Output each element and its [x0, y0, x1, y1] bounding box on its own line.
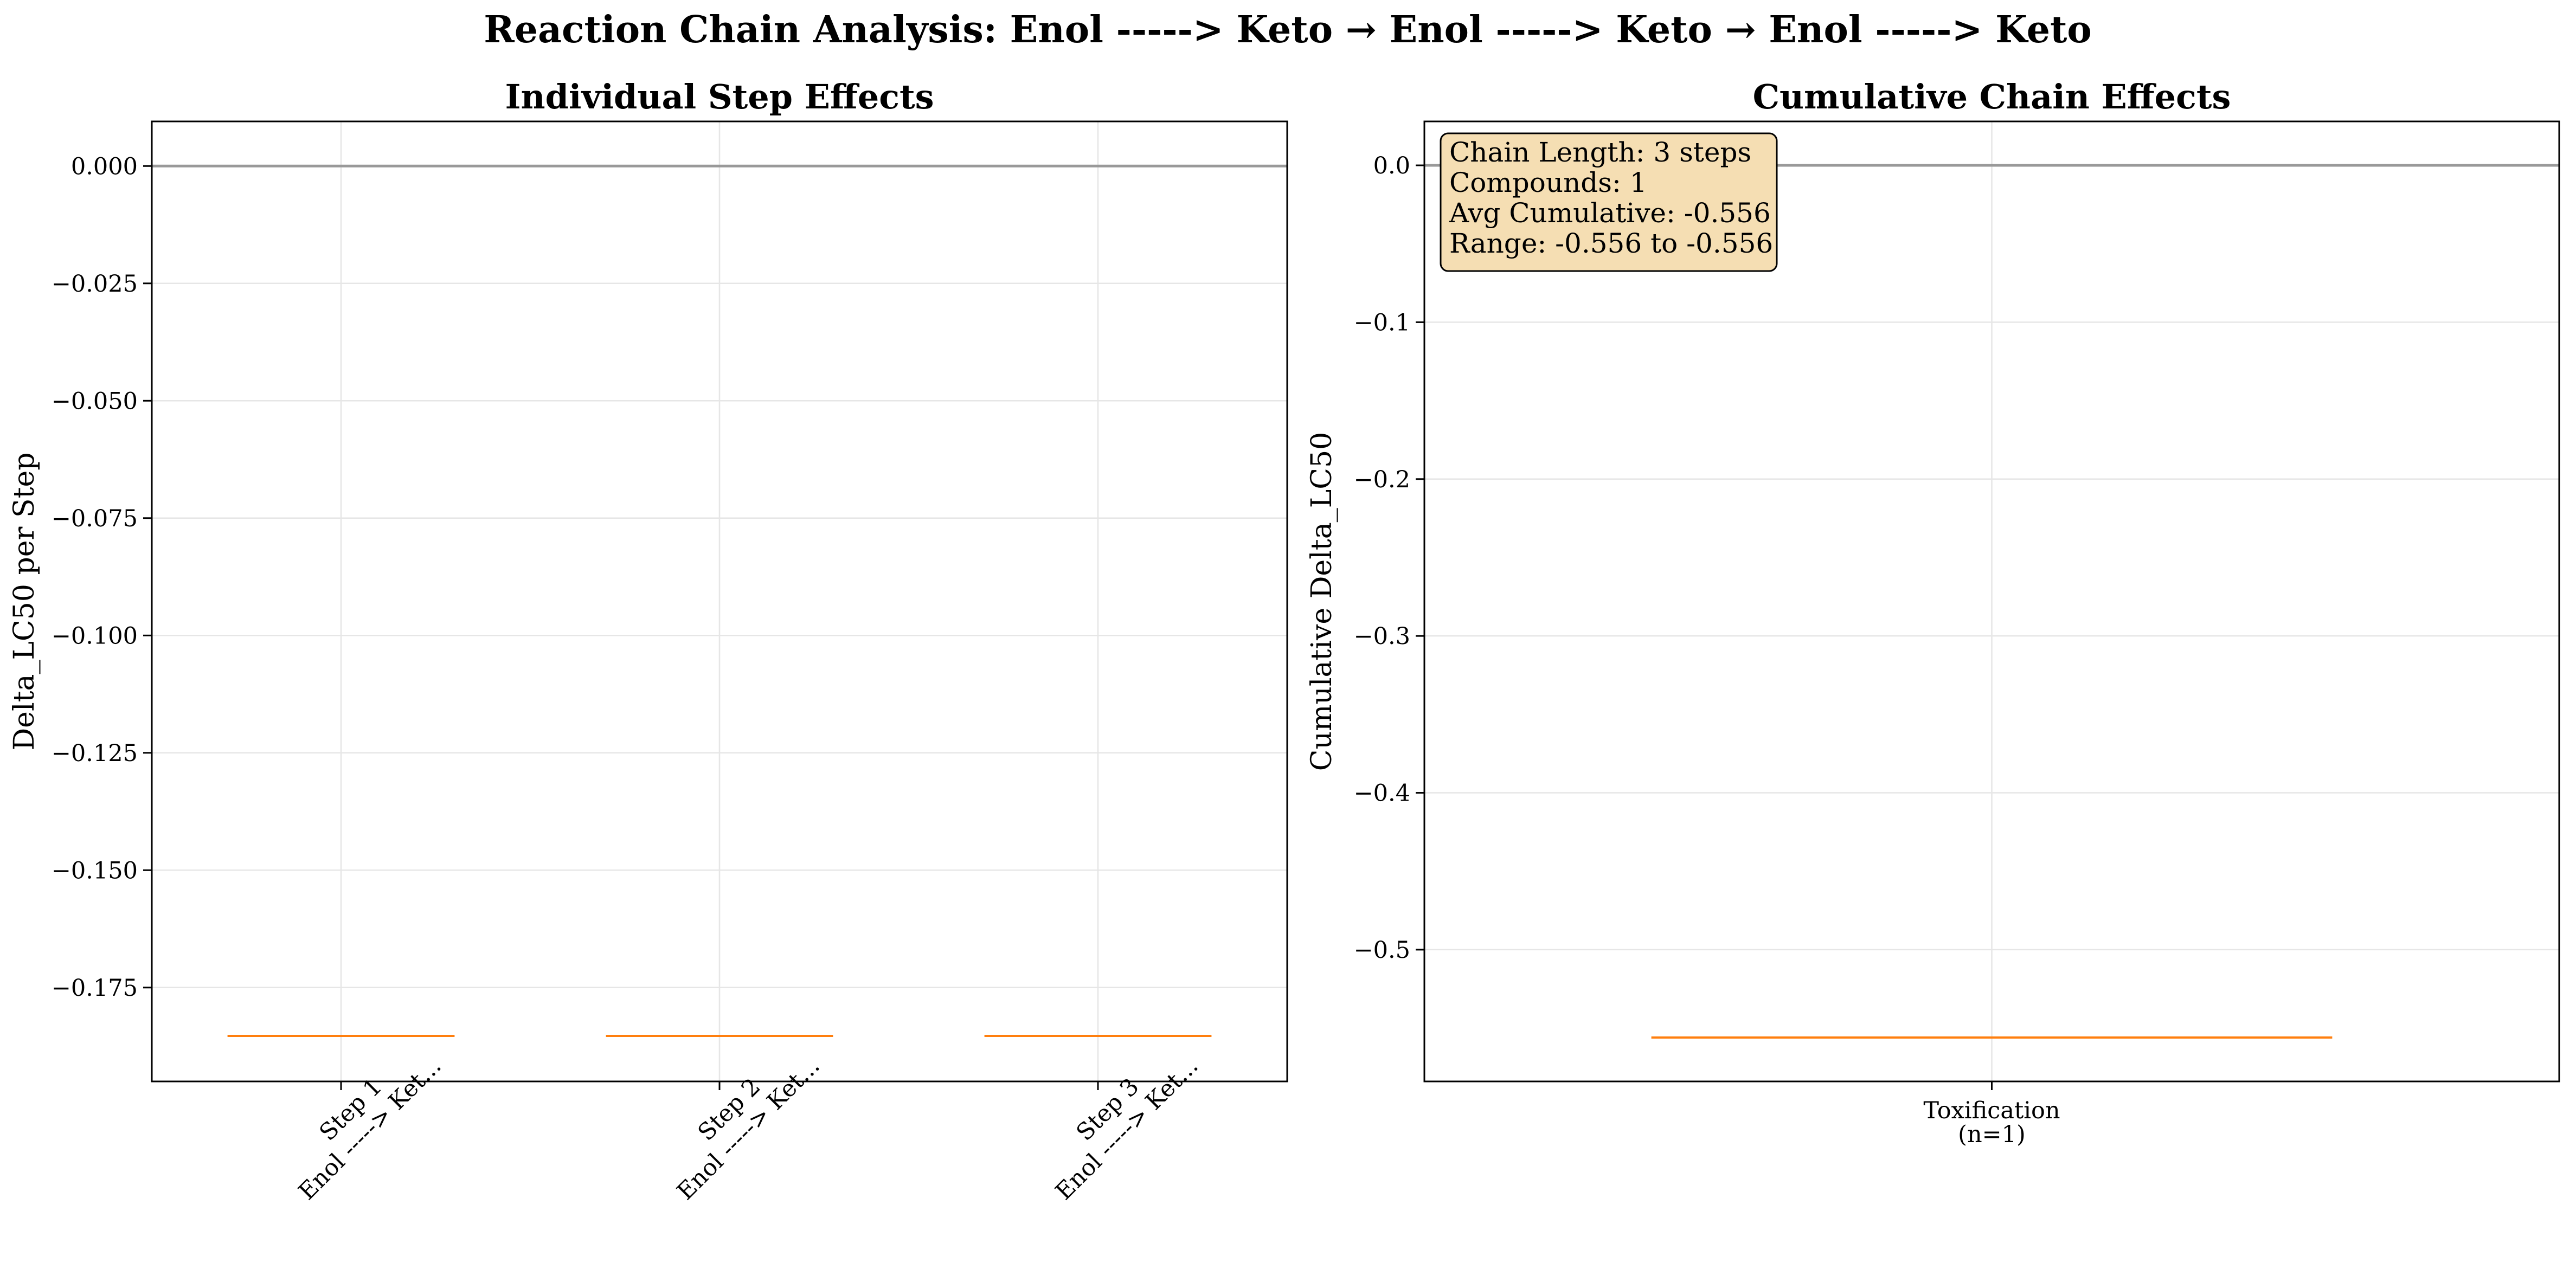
y-tick-label: −0.4	[1354, 780, 1410, 807]
y-tick-label: −0.075	[52, 505, 138, 532]
figure-title: Reaction Chain Analysis: Enol -----> Ket…	[484, 8, 2092, 51]
y-tick-label: 0.000	[71, 153, 138, 180]
y-tick-label: −0.050	[52, 388, 138, 415]
annotation-line: Chain Length: 3 steps	[1449, 137, 1751, 168]
annotation-line: Compounds: 1	[1449, 167, 1647, 198]
panel-cumulative-chain-effects: 0.0 −0.1 −0.2 −0.3 −0.4 −0.5 Toxification(n=1)…	[1306, 77, 2560, 1148]
y-tick-label: −0.025	[52, 270, 138, 298]
y-tick-label: −0.2	[1354, 466, 1410, 493]
y-tick-label: −0.150	[52, 857, 138, 884]
y-tick-label: −0.100	[52, 622, 138, 649]
panel-individual-step-effects: 0.000 −0.025 −0.050 −0.075 −0.100 −0.125 −0.15…	[8, 77, 1288, 1206]
y-axis-label: Cumulative Delta_LC50	[1306, 432, 1338, 771]
y-tick-label: 0.0	[1373, 152, 1410, 179]
x-tick-label-line2: (n=1)	[1958, 1121, 2026, 1148]
y-tick-label: −0.1	[1354, 309, 1410, 336]
y-tick-label: −0.3	[1354, 623, 1410, 650]
y-tick-label: −0.125	[52, 740, 138, 767]
y-tick-label: −0.175	[52, 975, 138, 1002]
annotation-line: Range: -0.556 to -0.556	[1449, 228, 1773, 259]
annotation-line: Avg Cumulative: -0.556	[1449, 197, 1771, 229]
annotation-box	[1440, 132, 1778, 272]
x-tick-label-line1: Toxification	[1923, 1097, 2060, 1124]
panel-title: Cumulative Chain Effects	[1753, 77, 2231, 117]
panel-title: Individual Step Effects	[505, 77, 934, 117]
y-tick-label: −0.5	[1354, 937, 1410, 964]
y-axis-label: Delta_LC50 per Step	[8, 452, 41, 750]
